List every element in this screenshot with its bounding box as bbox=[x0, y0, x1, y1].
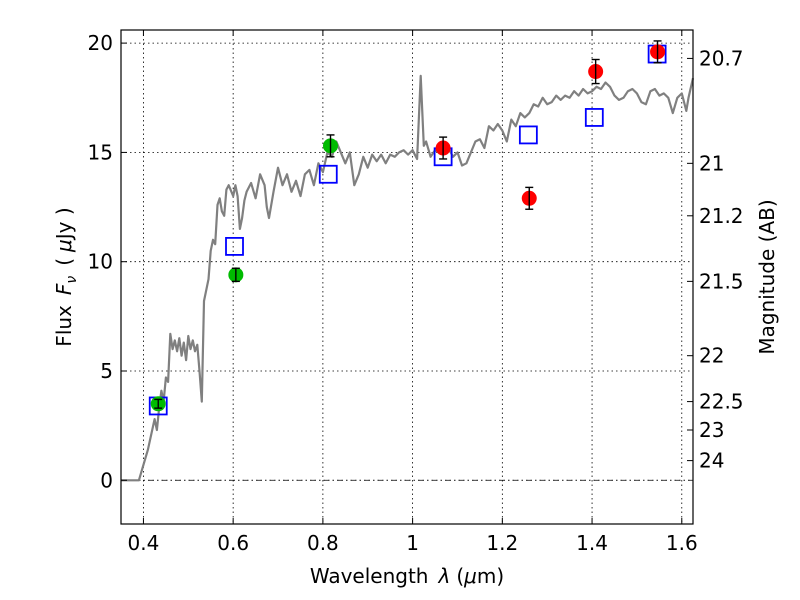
plot-frame bbox=[120, 29, 694, 525]
y2-axis-title: Magnitude (AB) bbox=[755, 199, 779, 354]
model-photometry-square-4 bbox=[518, 125, 538, 145]
magnitude-tick-label-1: 21 bbox=[699, 151, 724, 175]
magnitude-tick-label-4: 22 bbox=[699, 344, 724, 368]
x-tick-label-5: 1.4 bbox=[576, 531, 608, 555]
grid bbox=[121, 30, 693, 524]
x-tick-label-1: 0.6 bbox=[217, 531, 249, 555]
observed-point-3-1 bbox=[521, 186, 537, 210]
magnitude-tick-label-6: 23 bbox=[699, 418, 724, 442]
y-tick-label-2: 10 bbox=[88, 250, 113, 274]
magnitude-tick-label-0: 20.7 bbox=[699, 46, 744, 70]
model-photometry-square-5 bbox=[584, 108, 604, 127]
observed-point-3-3 bbox=[650, 40, 666, 64]
observed-point-3-2 bbox=[588, 58, 604, 85]
magnitude-tick-label-7: 24 bbox=[699, 449, 724, 473]
plot-series bbox=[121, 40, 695, 482]
x-tick-label-3: 1 bbox=[406, 531, 419, 555]
magnitude-tick-label-3: 21.5 bbox=[699, 269, 744, 293]
model-spectrum-line bbox=[121, 74, 695, 482]
model-photometry-square-2 bbox=[318, 164, 338, 184]
x-axis-title: Wavelength λ (μm) bbox=[310, 564, 504, 588]
y-tick-label-3: 15 bbox=[88, 140, 113, 164]
y-tick-label-0: 0 bbox=[100, 468, 113, 492]
observed-point-2-2 bbox=[323, 134, 339, 158]
observed-point-2-0 bbox=[150, 396, 166, 412]
model-photometry-square-1 bbox=[225, 236, 244, 256]
tick-labels: 0.4 0.6 0.8 1 1.2 1.4 1.6 0 5 10 15 20 20.7 21 21.2 21.… bbox=[88, 31, 744, 555]
x-tick-label-6: 1.6 bbox=[666, 531, 698, 555]
y-tick-label-4: 20 bbox=[88, 31, 113, 55]
observed-point-3-0 bbox=[435, 136, 451, 160]
x-tick-label-2: 0.8 bbox=[307, 531, 339, 555]
axis-ticks bbox=[121, 30, 693, 524]
x-tick-label-4: 1.2 bbox=[486, 531, 518, 555]
magnitude-tick-label-5: 22.5 bbox=[699, 390, 744, 414]
y-axis-title: FluxFν(μJy ) bbox=[52, 207, 80, 346]
y-tick-label-1: 5 bbox=[100, 359, 113, 383]
x-tick-label-0: 0.4 bbox=[128, 531, 160, 555]
magnitude-tick-label-2: 21.2 bbox=[699, 204, 744, 228]
observed-point-2-1 bbox=[228, 267, 244, 283]
